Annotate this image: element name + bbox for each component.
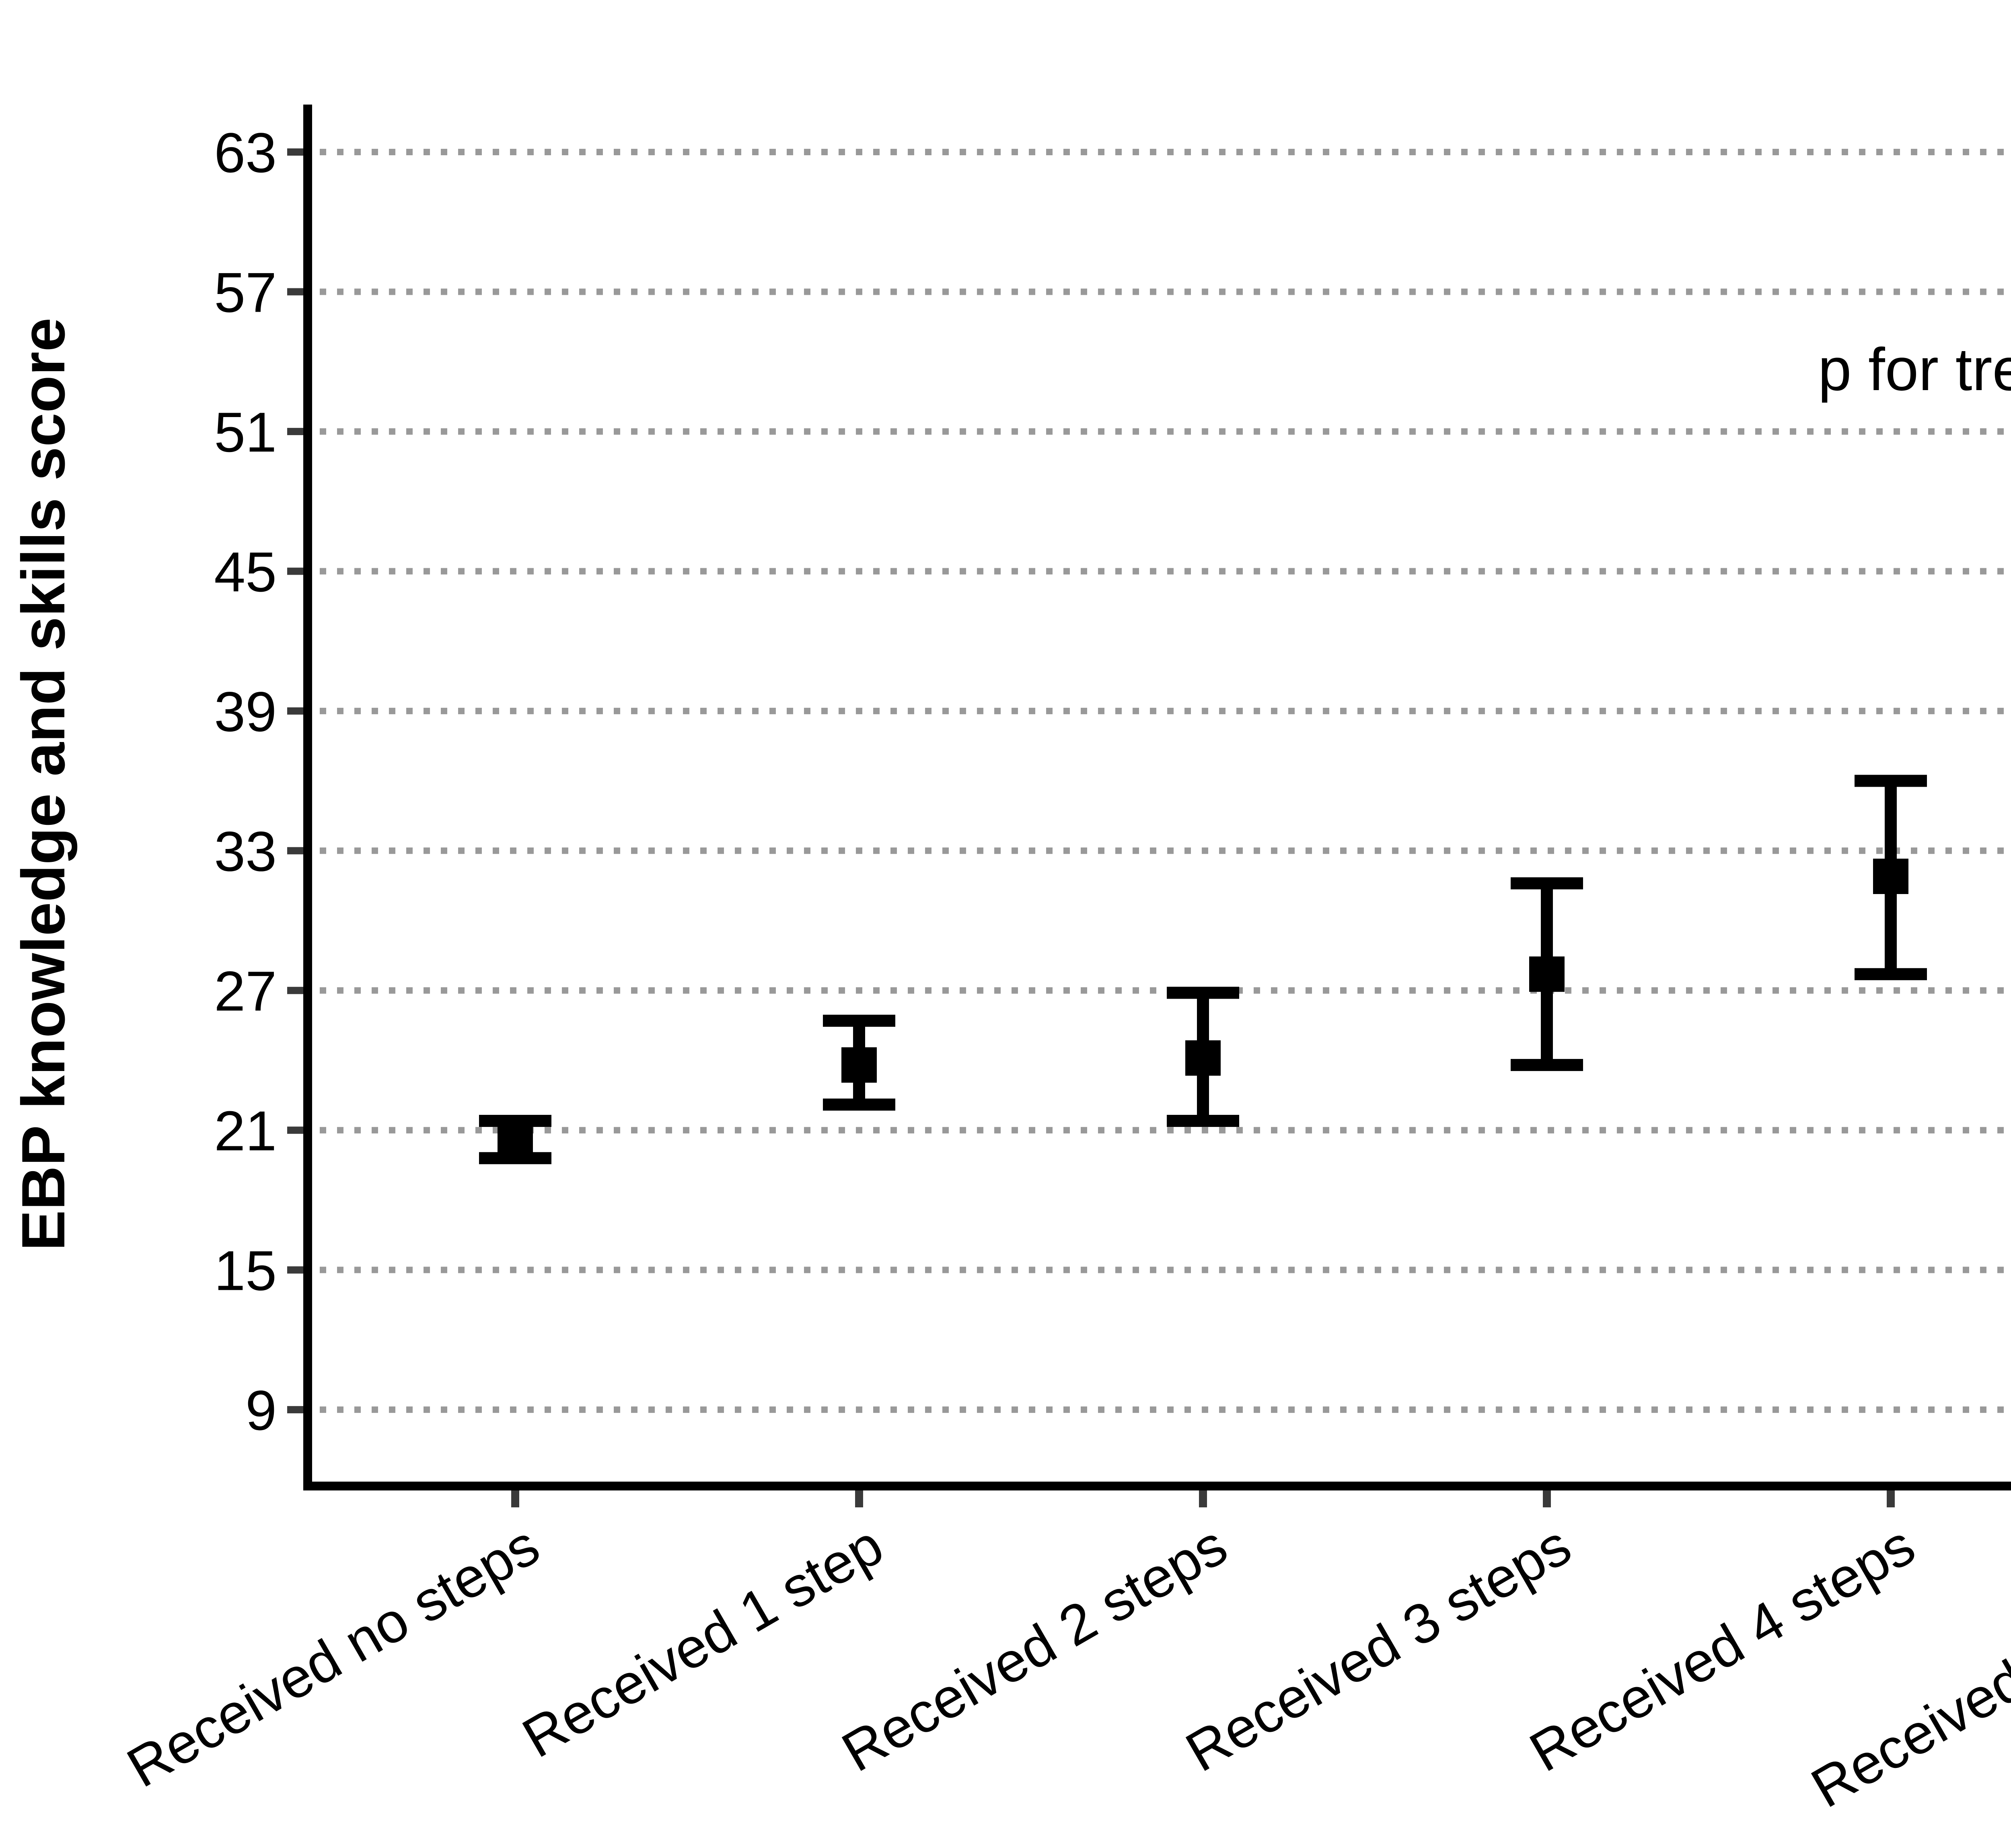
y-tick-label: 27 (214, 960, 277, 1023)
point-marker (841, 1047, 877, 1083)
x-tick-label: Received 3 steps (1175, 1513, 1581, 1784)
point-marker (1529, 956, 1565, 992)
estimate-with-ci (1167, 987, 1239, 1127)
y-tick-label: 57 (214, 261, 277, 324)
point-marker (1185, 1040, 1221, 1076)
error-bar-cap-lower (1855, 968, 1927, 981)
x-tick-mark (511, 1490, 519, 1507)
estimate-with-ci (1855, 775, 1927, 981)
x-tick-mark (1199, 1490, 1207, 1507)
error-bar-cap-upper (1855, 775, 1927, 787)
x-tick-label: Received no steps (117, 1513, 549, 1799)
point-marker (1873, 859, 1908, 894)
estimate-with-ci (1511, 877, 1583, 1071)
x-tick-mark (855, 1490, 863, 1507)
x-tick-label: Received 2 steps (831, 1513, 1237, 1784)
y-tick-label: 39 (214, 680, 277, 743)
y-tick-mark (287, 288, 308, 296)
y-tick-label: 33 (214, 820, 277, 883)
estimate-with-ci (479, 1115, 551, 1164)
y-axis-title: EBP knowledge and skills score (9, 318, 78, 1251)
y-tick-label: 21 (214, 1099, 277, 1162)
error-bar-cap-lower (823, 1098, 895, 1111)
y-tick-mark (287, 1406, 308, 1414)
x-tick-mark (1887, 1490, 1895, 1507)
y-tick-label: 9 (245, 1379, 277, 1442)
estimate-with-ci (823, 1015, 895, 1111)
y-axis-ticks-layer: 9 15 21 27 33 39 45 51 57 63 (214, 121, 308, 1442)
x-axis-line (303, 1482, 2011, 1490)
y-tick-mark (287, 1266, 308, 1274)
error-bar-cap-upper (1511, 877, 1583, 890)
y-tick-mark (287, 987, 308, 994)
y-tick-mark (287, 707, 308, 715)
y-tick-label: 15 (214, 1239, 277, 1302)
y-tick-mark (287, 148, 308, 156)
x-tick-mark (1543, 1490, 1551, 1507)
y-tick-label: 45 (214, 540, 277, 603)
y-tick-label: 63 (214, 121, 277, 184)
error-bar-cap-lower (1167, 1115, 1239, 1127)
y-axis-line (303, 105, 312, 1490)
error-bar-cap-lower (1511, 1059, 1583, 1071)
point-marker (498, 1124, 533, 1160)
y-tick-mark (287, 847, 308, 855)
y-tick-mark (287, 428, 308, 435)
gridlines-layer (320, 149, 2011, 1413)
p-for-trend-annotation: p for trend < 0.001 (1818, 335, 2011, 403)
error-bar-cap-upper (823, 1015, 895, 1027)
error-bar-cap-upper (1167, 987, 1239, 999)
data-points-layer (479, 775, 1927, 1164)
y-tick-mark (287, 567, 308, 575)
y-tick-mark (287, 1126, 308, 1134)
y-tick-label: 51 (214, 401, 277, 464)
